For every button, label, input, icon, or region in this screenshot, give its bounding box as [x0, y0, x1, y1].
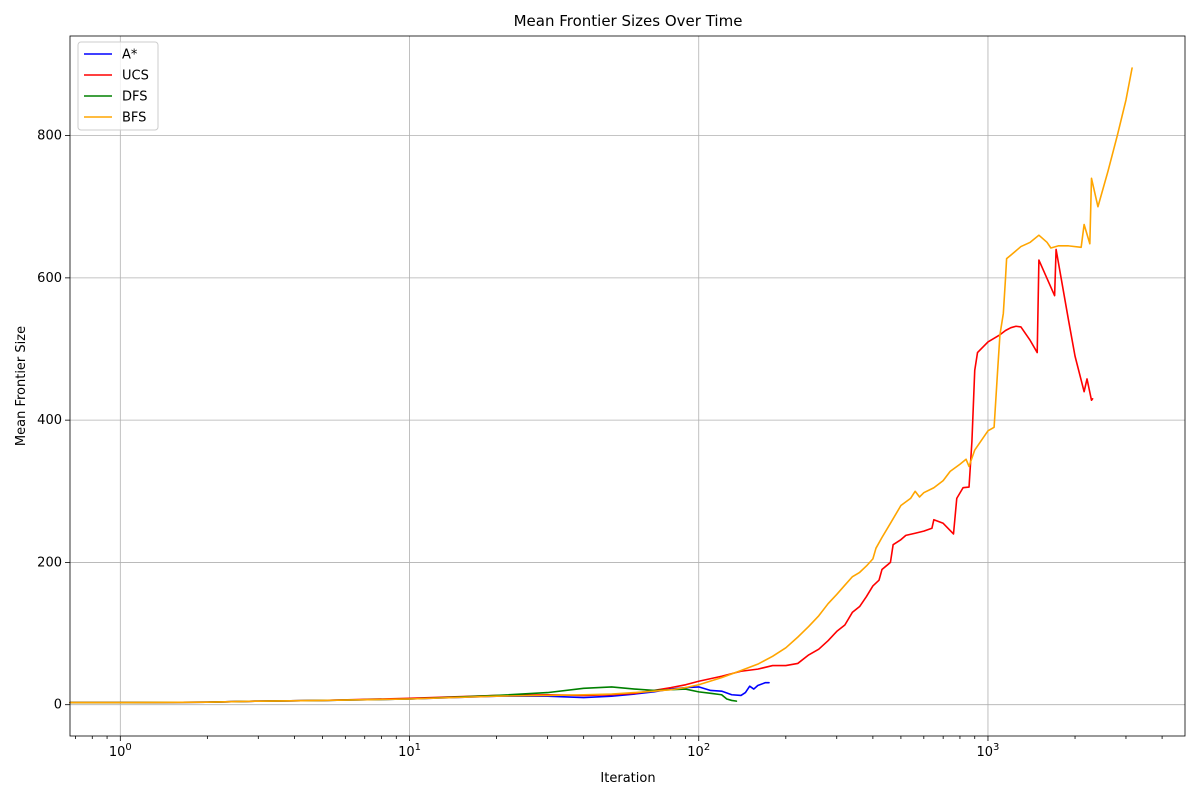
y-tick-label: 600 [37, 271, 62, 286]
x-tick-label: 102 [687, 742, 710, 760]
y-tick-label: 800 [37, 129, 62, 144]
series-lines [69, 67, 1133, 704]
x-tick-label: 103 [977, 742, 1000, 760]
legend-label-ucs: UCS [122, 69, 149, 84]
grid-lines [70, 36, 1185, 736]
plot-frame [69, 35, 1186, 737]
legend-label-bfs: BFS [122, 111, 146, 126]
y-axis-ticks: 0 200 400 600 800 [37, 129, 70, 713]
x-axis-label: Iteration [600, 771, 655, 786]
y-tick-label: 400 [37, 413, 62, 428]
series-line-bfs [69, 67, 1133, 704]
x-tick-label: 101 [398, 742, 421, 760]
legend-box [77, 41, 159, 131]
x-tick-label: 100 [109, 742, 132, 760]
y-tick-label: 200 [37, 555, 62, 570]
legend-label-a-star: A* [122, 48, 138, 63]
legend: A* UCS DFS BFS [77, 41, 159, 131]
chart-title: Mean Frontier Sizes Over Time [514, 12, 743, 30]
x-axis-ticks: 100 101 102 103 [75, 736, 1163, 760]
legend-label-dfs: DFS [122, 90, 148, 105]
y-tick-label: 0 [54, 698, 62, 713]
legend-entries: A* UCS DFS BFS [84, 48, 149, 126]
y-axis-label: Mean Frontier Size [14, 326, 29, 446]
